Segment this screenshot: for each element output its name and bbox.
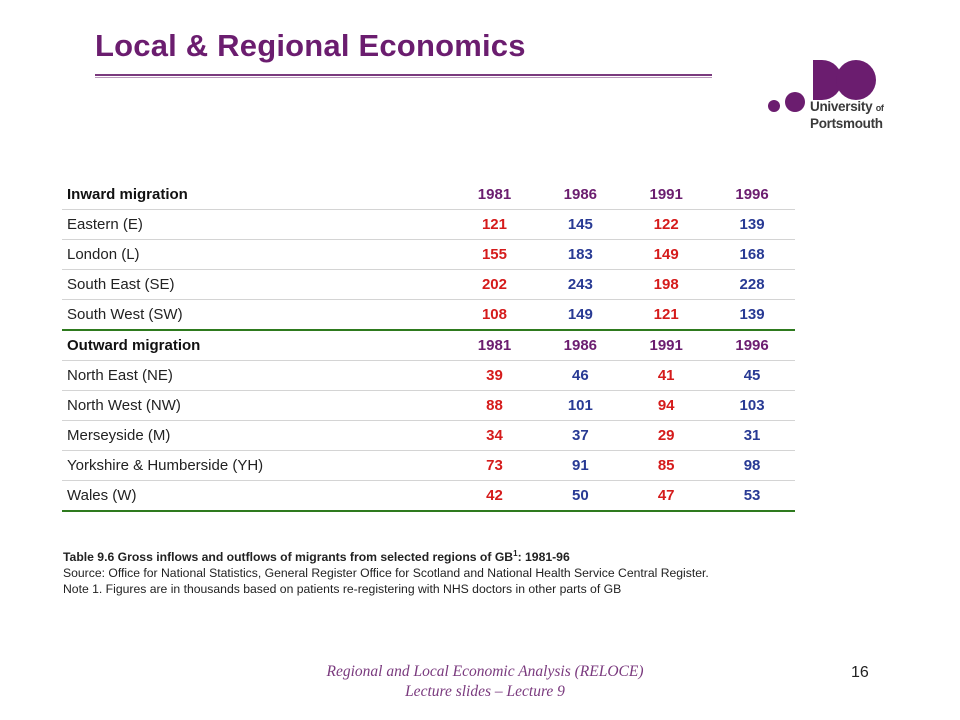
table-row: Eastern (E) 121 145 122 139 <box>62 209 795 240</box>
value-cell: 183 <box>537 239 624 270</box>
value-cell: 34 <box>451 420 538 451</box>
table-row: North West (NW) 88 101 94 103 <box>62 390 795 421</box>
section-header-row: Inward migration 1981 1986 1991 1996 <box>62 180 795 210</box>
table-row: Merseyside (M) 34 37 29 31 <box>62 420 795 451</box>
table-row: Yorkshire & Humberside (YH) 73 91 85 98 <box>62 450 795 481</box>
slide-footer: Regional and Local Economic Analysis (RE… <box>270 662 700 702</box>
caption-title: Table 9.6 Gross inflows and outflows of … <box>63 549 570 565</box>
value-cell: 155 <box>451 239 538 270</box>
table-row: London (L) 155 183 149 168 <box>62 239 795 270</box>
region-label: Eastern (E) <box>62 209 452 240</box>
value-cell: 85 <box>623 450 710 481</box>
value-cell: 103 <box>709 390 795 421</box>
value-cell: 46 <box>537 360 624 391</box>
region-label: North East (NE) <box>62 360 452 391</box>
logo-line-2: Portsmouth <box>810 116 883 131</box>
value-cell: 45 <box>709 360 795 391</box>
year-header: 1991 <box>623 180 710 210</box>
year-header: 1991 <box>623 330 710 361</box>
title-divider <box>95 74 712 78</box>
region-label: Yorkshire & Humberside (YH) <box>62 450 452 481</box>
value-cell: 39 <box>451 360 538 391</box>
year-header: 1996 <box>709 330 795 361</box>
value-cell: 243 <box>537 269 624 300</box>
value-cell: 121 <box>451 209 538 240</box>
university-logo-icon <box>768 60 876 112</box>
footer-line-1: Regional and Local Economic Analysis (RE… <box>326 663 644 680</box>
value-cell: 37 <box>537 420 624 451</box>
value-cell: 41 <box>623 360 710 391</box>
table-row: South East (SE) 202 243 198 228 <box>62 269 795 300</box>
year-header: 1996 <box>709 180 795 210</box>
year-header: 1986 <box>537 180 624 210</box>
value-cell: 31 <box>709 420 795 451</box>
value-cell: 145 <box>537 209 624 240</box>
region-label: South East (SE) <box>62 269 452 300</box>
caption-source: Source: Office for National Statistics, … <box>63 566 709 581</box>
table-row: Wales (W) 42 50 47 53 <box>62 480 795 512</box>
value-cell: 47 <box>623 480 710 512</box>
value-cell: 94 <box>623 390 710 421</box>
value-cell: 198 <box>623 269 710 300</box>
value-cell: 73 <box>451 450 538 481</box>
table-row: North East (NE) 39 46 41 45 <box>62 360 795 391</box>
value-cell: 121 <box>623 299 710 331</box>
value-cell: 101 <box>537 390 624 421</box>
caption-note: Note 1. Figures are in thousands based o… <box>63 582 622 597</box>
table-caption: Table 9.6 Gross inflows and outflows of … <box>63 546 923 597</box>
value-cell: 42 <box>451 480 538 512</box>
value-cell: 108 <box>451 299 538 331</box>
region-label: South West (SW) <box>62 299 452 331</box>
region-label: North West (NW) <box>62 390 452 421</box>
footer-line-2: Lecture slides – Lecture 9 <box>405 683 565 700</box>
value-cell: 50 <box>537 480 624 512</box>
value-cell: 202 <box>451 269 538 300</box>
year-header: 1981 <box>451 180 538 210</box>
value-cell: 139 <box>709 299 795 331</box>
value-cell: 98 <box>709 450 795 481</box>
value-cell: 149 <box>537 299 624 331</box>
section-header: Outward migration <box>62 330 452 361</box>
migration-table: Inward migration 1981 1986 1991 1996 Eastern … <box>62 180 795 512</box>
value-cell: 53 <box>709 480 795 512</box>
region-label: London (L) <box>62 239 452 270</box>
year-header: 1986 <box>537 330 624 361</box>
region-label: Wales (W) <box>62 480 452 512</box>
value-cell: 168 <box>709 239 795 270</box>
logo-line-1: University <box>810 99 873 114</box>
value-cell: 149 <box>623 239 710 270</box>
slide-title: Local & Regional Economics <box>95 28 526 63</box>
value-cell: 228 <box>709 269 795 300</box>
university-name: University of Portsmouth <box>810 99 884 131</box>
value-cell: 29 <box>623 420 710 451</box>
value-cell: 88 <box>451 390 538 421</box>
logo-of: of <box>875 103 884 113</box>
region-label: Merseyside (M) <box>62 420 452 451</box>
table-row: South West (SW) 108 149 121 139 <box>62 299 795 331</box>
year-header: 1981 <box>451 330 538 361</box>
value-cell: 91 <box>537 450 624 481</box>
value-cell: 122 <box>623 209 710 240</box>
section-header: Inward migration <box>62 180 452 210</box>
value-cell: 139 <box>709 209 795 240</box>
section-header-row: Outward migration 1981 1986 1991 1996 <box>62 330 795 361</box>
page-number: 16 <box>851 664 869 681</box>
